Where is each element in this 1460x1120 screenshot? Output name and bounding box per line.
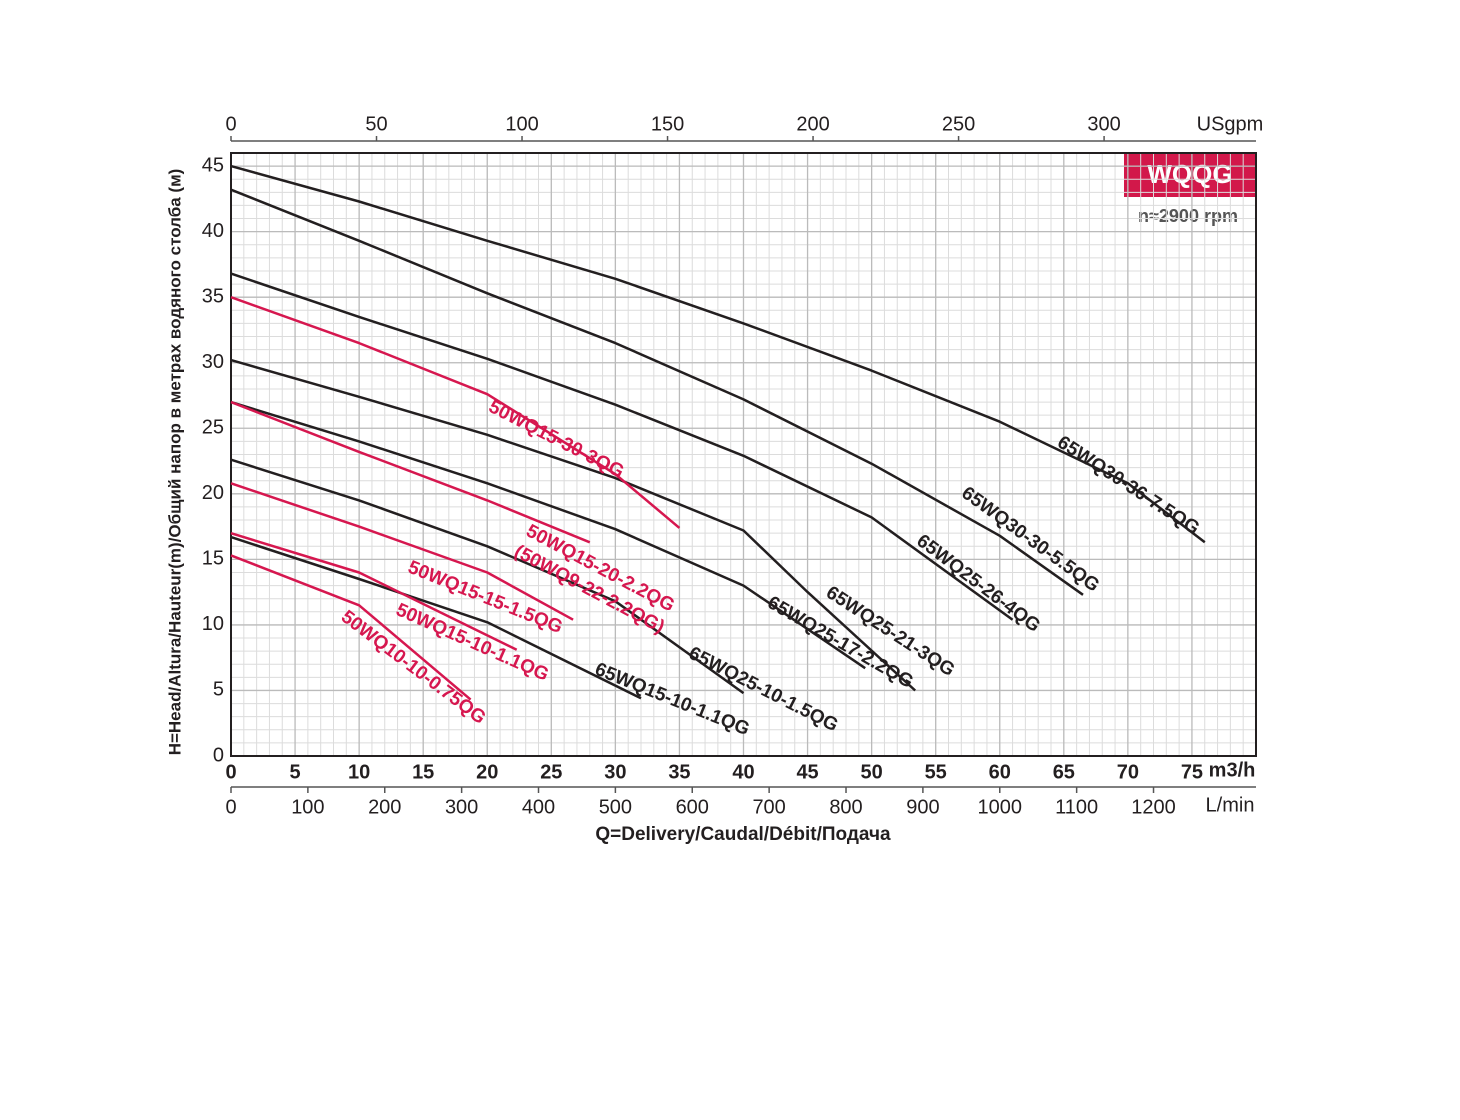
curve <box>230 532 518 651</box>
y-axis-label: H=Head/Altura/Hauteur(m)/Общий напор в м… <box>165 169 184 756</box>
x-tick-label: 20 <box>476 761 498 783</box>
x3-tick-label: 300 <box>445 796 478 818</box>
badge: WQQG <box>1124 153 1256 197</box>
curve <box>230 358 917 692</box>
x3-unit: L/min <box>1206 794 1255 816</box>
x-tick-label: 50 <box>861 761 883 783</box>
x-tick-label: 25 <box>540 761 562 783</box>
x-tick-label: 55 <box>925 761 947 783</box>
x-tick-label: 40 <box>732 761 754 783</box>
x2-unit: USgpm <box>1197 113 1264 135</box>
curve <box>230 272 1014 621</box>
x3-tick-label: 200 <box>368 796 401 818</box>
y-tick-label: 15 <box>202 548 224 570</box>
y-tick-label: 35 <box>202 285 224 307</box>
x2-tick-label: 0 <box>225 113 236 135</box>
x3-tick-label: 0 <box>225 796 236 818</box>
curve <box>230 400 591 544</box>
x2-tick-label: 250 <box>942 113 975 135</box>
x-axis-label: Q=Delivery/Caudal/Débit/Подача <box>595 824 891 845</box>
y-tick-label: 5 <box>213 679 224 701</box>
x3-tick-label: 1000 <box>978 796 1023 818</box>
y-tick-label: 40 <box>202 220 224 242</box>
x-tick-label: 70 <box>1117 761 1139 783</box>
badge-box <box>1124 153 1256 197</box>
x3-tick-label: 700 <box>752 796 785 818</box>
x-tick-label: 45 <box>796 761 818 783</box>
x-tick-label: 35 <box>668 761 690 783</box>
x3-tick-label: 1200 <box>1131 796 1176 818</box>
x2-tick-label: 100 <box>505 113 538 135</box>
x-tick-label: 30 <box>604 761 626 783</box>
y-tick-label: 10 <box>202 613 224 635</box>
speed: n≈2900 rpm <box>1138 206 1238 226</box>
x3-tick-label: 600 <box>676 796 709 818</box>
x-tick-label: 15 <box>412 761 434 783</box>
x3-tick-label: 900 <box>906 796 939 818</box>
x-tick-label: 0 <box>225 761 236 783</box>
badge-text: WQQG <box>1147 159 1232 189</box>
y-tick-label: 25 <box>202 417 224 439</box>
x-tick-label: 5 <box>290 761 301 783</box>
x3-tick-label: 500 <box>599 796 632 818</box>
y-tick-label: 30 <box>202 351 224 373</box>
curve-label: 50WQ15-30-3QG <box>485 396 627 482</box>
y-tick-label: 0 <box>213 744 224 766</box>
x2-tick-label: 150 <box>651 113 684 135</box>
plot-frame <box>230 152 1257 757</box>
x2-tick-label: 300 <box>1087 113 1120 135</box>
y-tick-label: 45 <box>202 154 224 176</box>
curve <box>230 164 1206 544</box>
x3-tick-label: 1100 <box>1055 796 1098 818</box>
curve <box>230 400 866 670</box>
x3-tick-label: 400 <box>522 796 555 818</box>
x-tick-label: 10 <box>348 761 370 783</box>
x3-tick-label: 100 <box>291 796 324 818</box>
curve <box>230 535 642 700</box>
x2-tick-label: 50 <box>365 113 387 135</box>
curve <box>230 458 745 695</box>
curve <box>230 296 681 529</box>
x-tick-label: 75 <box>1181 761 1203 783</box>
curve <box>230 188 1084 596</box>
x2-tick-label: 200 <box>796 113 829 135</box>
curve <box>230 482 574 621</box>
x-unit: m3/h <box>1209 759 1256 781</box>
x-tick-label: 60 <box>989 761 1011 783</box>
x3-tick-label: 800 <box>829 796 862 818</box>
x-tick-label: 65 <box>1053 761 1075 783</box>
y-tick-label: 20 <box>202 482 224 504</box>
curve <box>230 554 472 701</box>
